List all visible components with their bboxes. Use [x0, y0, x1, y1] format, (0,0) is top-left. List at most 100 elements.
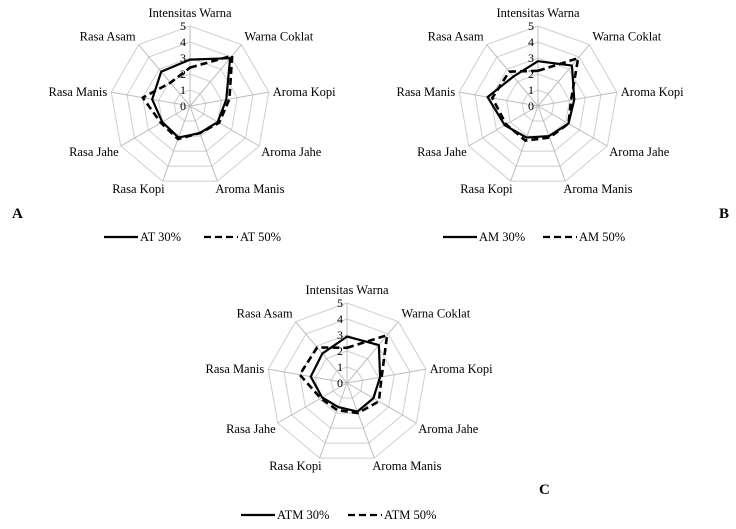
axis-spoke: [537, 105, 608, 147]
category-label: Warna Coklat: [401, 307, 470, 321]
legend-entry: ATM 30%: [241, 508, 329, 522]
axis-spoke: [346, 382, 375, 459]
axis-spoke: [346, 321, 399, 384]
category-label: Intensitas Warna: [305, 283, 389, 297]
category-label: Rasa Kopi: [112, 182, 165, 196]
tick-label: 3: [528, 51, 534, 65]
axis-spoke: [162, 105, 191, 182]
category-label: Intensitas Warna: [148, 6, 232, 20]
legend-entry: AM 30%: [443, 230, 525, 244]
axis-spoke: [189, 105, 218, 182]
axis-spoke: [537, 91, 617, 107]
grid-ring: [283, 318, 411, 444]
category-label: Warna Coklat: [244, 30, 313, 44]
category-label: Warna Coklat: [592, 30, 661, 44]
series-line-2: [298, 333, 389, 415]
grid-ring: [142, 57, 238, 152]
category-label: Rasa Jahe: [69, 145, 119, 159]
legend-entry: AT 50%: [204, 230, 281, 244]
category-label: Rasa Manis: [206, 362, 265, 376]
tick-label: 5: [180, 19, 186, 33]
category-label: Aroma Manis: [215, 182, 284, 196]
axis-spoke: [189, 44, 242, 107]
tick-label: 4: [180, 35, 186, 49]
panel-letter: B: [719, 206, 729, 222]
category-label: Aroma Manis: [563, 182, 632, 196]
axis-spoke: [510, 105, 539, 182]
grid-ring: [110, 25, 270, 182]
axis-spoke: [120, 105, 191, 147]
category-label: Rasa Kopi: [269, 459, 322, 473]
axis-spoke: [346, 368, 426, 384]
grid-ring: [126, 41, 254, 167]
tick-label: 3: [180, 51, 186, 65]
tick-label: 1: [337, 360, 343, 374]
legend-label: AM 50%: [579, 230, 625, 244]
axis-spoke: [459, 91, 539, 107]
axis-spoke: [319, 382, 348, 459]
category-label: Rasa Kopi: [460, 182, 513, 196]
grid-ring: [490, 57, 586, 152]
panel-letter: C: [539, 482, 550, 498]
tick-label: 2: [337, 344, 343, 358]
axis-spoke: [138, 44, 191, 107]
category-label: Aroma Kopi: [430, 362, 493, 376]
legend-label: AM 30%: [479, 230, 525, 244]
category-label: Rasa Manis: [49, 85, 108, 99]
tick-label: 4: [337, 312, 343, 326]
axis-spoke: [537, 44, 590, 107]
series-line-2: [141, 54, 234, 141]
grid-ring: [314, 350, 380, 414]
grid-ring: [458, 25, 618, 182]
legend-label: AT 30%: [140, 230, 181, 244]
tick-label: 4: [528, 35, 534, 49]
tick-label: 3: [337, 328, 343, 342]
legend-entry: AT 30%: [104, 230, 181, 244]
panel-letter: A: [12, 206, 23, 222]
axis-spoke: [268, 368, 348, 384]
axis-spoke: [111, 91, 191, 107]
category-label: Aroma Jahe: [609, 145, 669, 159]
axis-spoke: [537, 105, 566, 182]
grid-ring: [173, 89, 207, 122]
axis-spoke: [277, 382, 348, 424]
axis-spoke: [346, 382, 417, 424]
category-label: Aroma Kopi: [621, 85, 684, 99]
legend-label: ATM 30%: [277, 508, 329, 522]
tick-label: 0: [528, 99, 534, 113]
category-label: Rasa Jahe: [226, 422, 276, 436]
category-label: Rasa Asam: [428, 30, 484, 44]
tick-label: 1: [528, 83, 534, 97]
tick-label: 5: [528, 19, 534, 33]
legend-label: ATM 50%: [384, 508, 436, 522]
legend-label: AT 50%: [240, 230, 281, 244]
grid-ring: [521, 89, 555, 122]
tick-label: 5: [337, 296, 343, 310]
axis-spoke: [468, 105, 539, 147]
series-line-1: [309, 335, 382, 413]
category-label: Intensitas Warna: [496, 6, 580, 20]
category-label: Aroma Kopi: [273, 85, 336, 99]
axis-spoke: [295, 321, 348, 384]
category-label: Aroma Jahe: [261, 145, 321, 159]
tick-label: 0: [337, 376, 343, 390]
axis-spoke: [486, 44, 539, 107]
tick-label: 0: [180, 99, 186, 113]
category-label: Rasa Jahe: [417, 145, 467, 159]
category-label: Aroma Manis: [372, 459, 441, 473]
category-label: Rasa Asam: [237, 307, 293, 321]
legend-entry: ATM 50%: [348, 508, 436, 522]
category-label: Aroma Jahe: [418, 422, 478, 436]
series-line-2: [491, 56, 580, 142]
grid-ring: [474, 41, 602, 167]
category-label: Rasa Asam: [80, 30, 136, 44]
grid-ring: [267, 302, 427, 459]
tick-label: 1: [180, 83, 186, 97]
axis-spoke: [189, 91, 269, 107]
tick-label: 2: [528, 67, 534, 81]
legend-entry: AM 50%: [543, 230, 625, 244]
